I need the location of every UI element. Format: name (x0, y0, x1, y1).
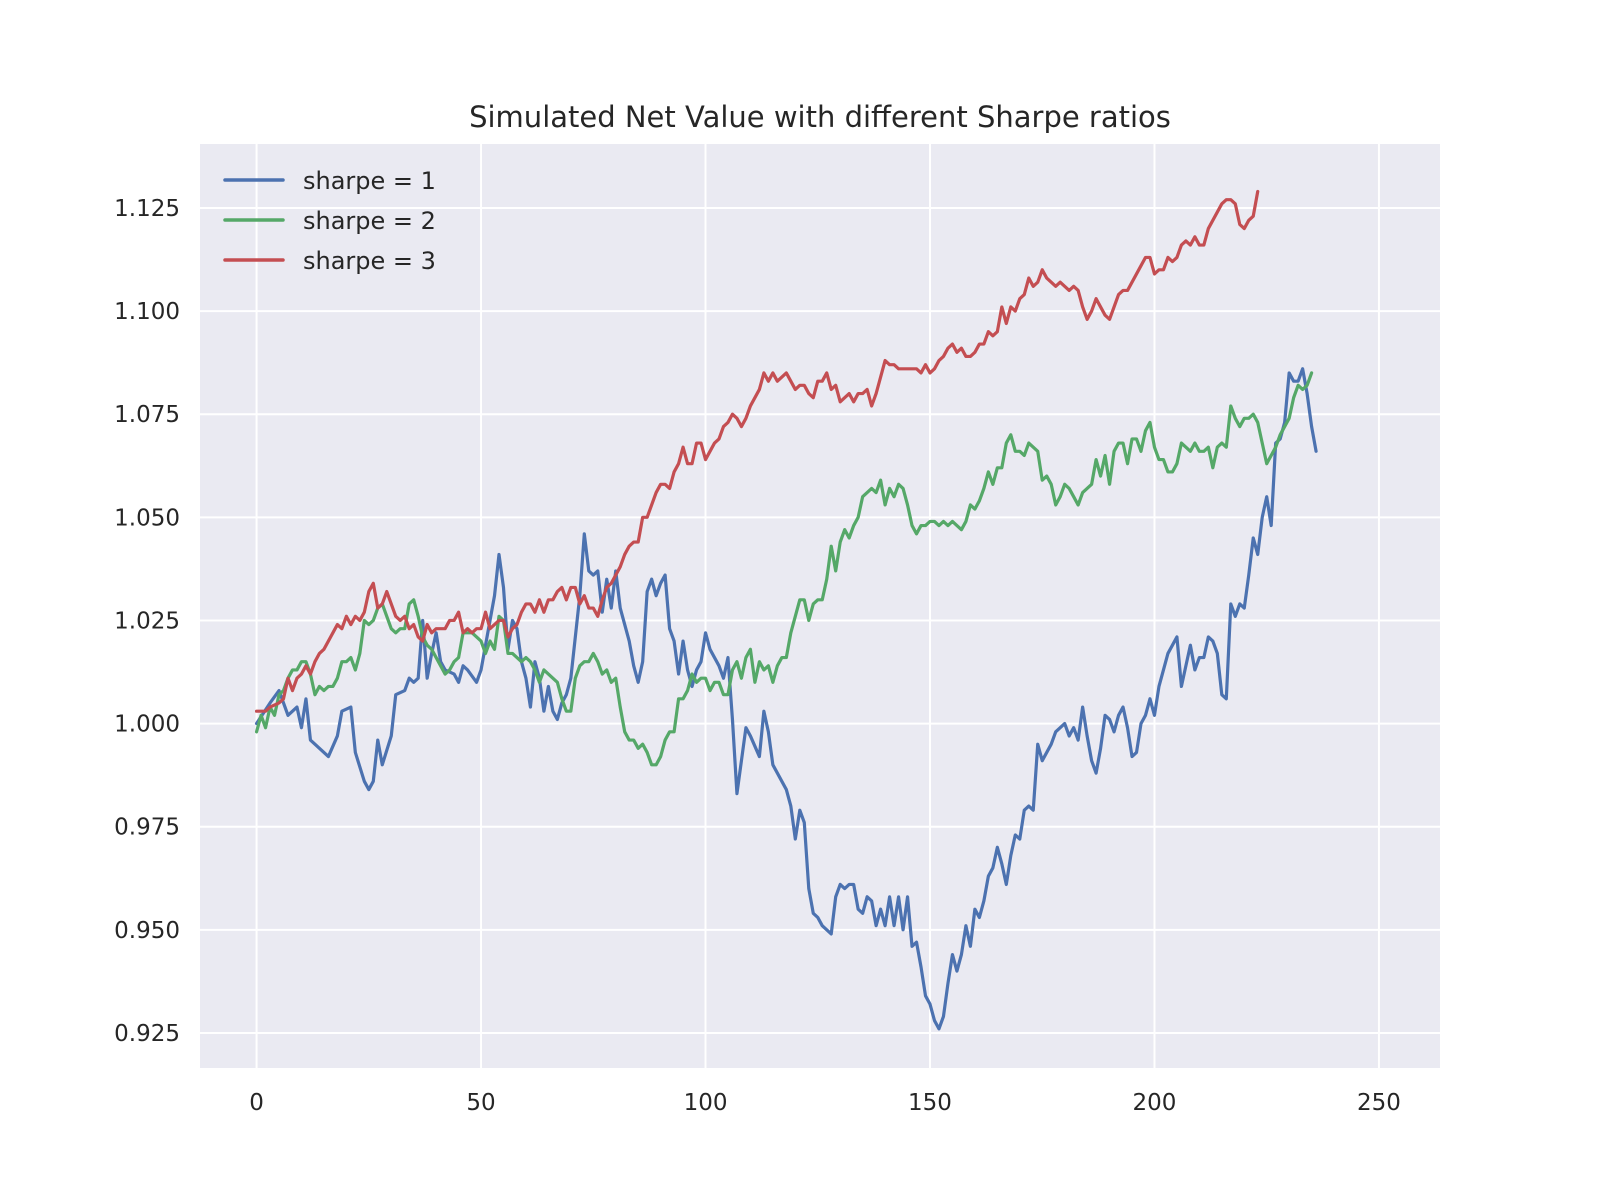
y-tick-label: 0.925 (114, 1021, 180, 1047)
x-tick-label: 50 (466, 1090, 495, 1116)
y-tick-label: 1.050 (114, 505, 180, 531)
x-tick-label: 150 (908, 1090, 952, 1116)
x-tick-label: 0 (249, 1090, 264, 1116)
legend: sharpe = 1 sharpe = 2 sharpe = 3 (223, 167, 436, 275)
legend-label-1: sharpe = 1 (303, 167, 436, 195)
x-tick-labels: 0 50 100 150 200 250 (249, 1090, 1401, 1116)
legend-label-2: sharpe = 2 (303, 207, 436, 235)
series-layer (254, 189, 1318, 1031)
chart-title: Simulated Net Value with different Sharp… (469, 100, 1171, 134)
plot-area (200, 144, 1440, 1068)
x-tick-label: 250 (1357, 1090, 1401, 1116)
y-tick-labels: 0.925 0.950 0.975 1.000 1.025 1.050 1.075 1.100… (114, 196, 180, 1047)
series-line-sharpe-3 (254, 189, 1260, 713)
y-tick-label: 0.950 (114, 918, 180, 944)
y-tick-label: 1.125 (114, 196, 180, 222)
x-gridlines (255, 144, 1380, 1068)
x-tick-label: 100 (684, 1090, 728, 1116)
y-tick-label: 1.075 (114, 402, 180, 428)
y-tick-label: 1.000 (114, 712, 180, 738)
series-line-sharpe-2 (254, 371, 1314, 767)
y-tick-label: 1.025 (114, 608, 180, 634)
x-tick-label: 200 (1133, 1090, 1177, 1116)
y-tick-label: 0.975 (114, 815, 180, 841)
legend-label-3: sharpe = 3 (303, 247, 436, 275)
y-tick-label: 1.100 (114, 299, 180, 325)
y-gridlines (200, 206, 1440, 1034)
